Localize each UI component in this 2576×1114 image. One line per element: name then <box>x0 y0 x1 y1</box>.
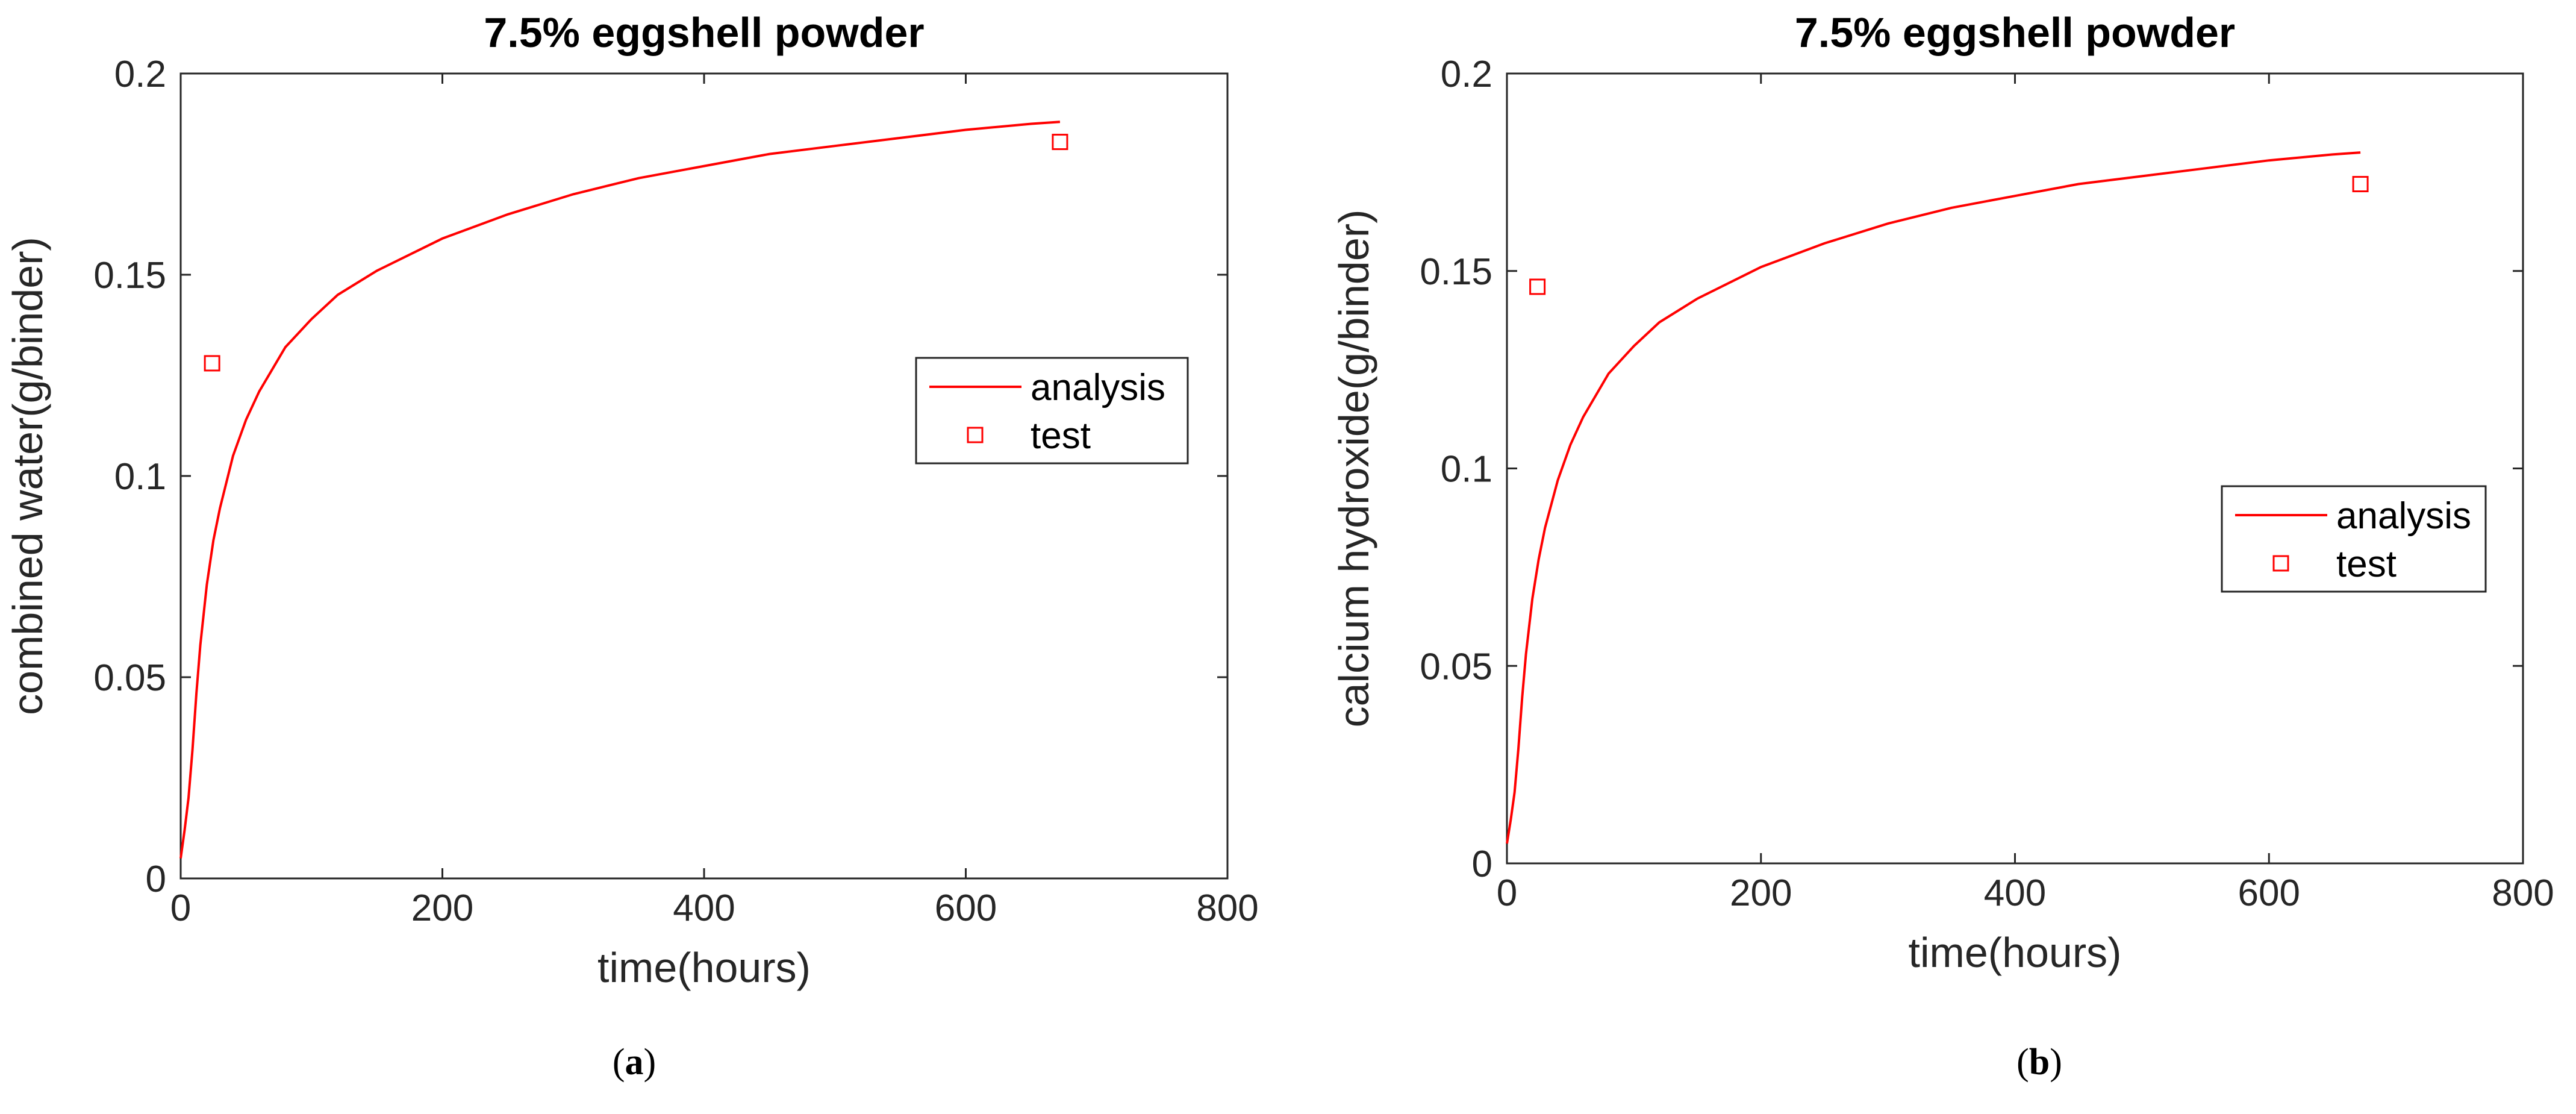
chart-b-title: 7.5% eggshell powder <box>1795 9 2235 56</box>
chart-a-test-point <box>204 355 220 372</box>
chart-b-ytick-label: 0.05 <box>1420 646 1492 687</box>
chart-a-legend-test-label: test <box>1031 415 1091 457</box>
chart-a-series-analysis-line <box>179 120 1061 859</box>
chart-b-series-analysis-line <box>1506 151 2361 844</box>
chart-a-y-axis-label: combined water(g/binder) <box>4 237 51 715</box>
panel-b-caption-letter: b <box>2029 1042 2050 1083</box>
chart-b-xtick-label: 800 <box>2492 872 2554 914</box>
chart-panel-a: 0 200 400 600 800 0 0.05 0.1 0.15 0.2 7.5% eggshel… <box>0 0 1288 1111</box>
chart-b-xtick-label: 0 <box>1497 872 1517 914</box>
chart-b-plot-frame <box>1506 72 2524 865</box>
chart-a-plot-frame <box>179 72 1229 880</box>
chart-b-ytick-label: 0.2 <box>1441 54 1492 95</box>
chart-b-ytick-label: 0.15 <box>1420 251 1492 293</box>
chart-b-xtick-label: 200 <box>1730 872 1792 914</box>
chart-a-ytick-label: 0.2 <box>114 54 166 95</box>
chart-a-test-point <box>1052 134 1068 151</box>
chart-a-ytick-label: 0.1 <box>114 456 166 498</box>
chart-a-x-axis-label: time(hours) <box>597 944 811 991</box>
chart-a-xtick-label: 600 <box>935 887 997 929</box>
chart-a-xtick-label: 400 <box>673 887 735 929</box>
chart-a-ytick-label: 0 <box>146 859 166 900</box>
chart-a-xtick-label: 0 <box>170 887 191 929</box>
chart-b-legend-analysis-label: analysis <box>2336 495 2471 537</box>
chart-b-xtick-label: 600 <box>2238 872 2300 914</box>
chart-b-ytick-label: 0 <box>1472 843 1492 885</box>
chart-b-test-point <box>1529 278 1546 295</box>
chart-b-legend-box <box>2221 485 2487 593</box>
chart-b-xtick-label: 400 <box>1984 872 2046 914</box>
chart-b-x-axis-label: time(hours) <box>1909 929 2122 976</box>
chart-a-ytick-label: 0.05 <box>93 657 166 699</box>
chart-b-y-axis-label: calcium hydroxide(g/binder) <box>1330 210 1377 728</box>
chart-panel-b: 0 200 400 600 800 0 0.05 0.1 0.15 0.2 7.5% eggshel… <box>1288 0 2576 1111</box>
chart-b-legend-test-swatch <box>2272 555 2289 572</box>
chart-a-legend-test-swatch <box>967 427 984 443</box>
chart-a-ytick-label: 0.15 <box>93 255 166 296</box>
chart-b-ytick-label: 0.1 <box>1441 449 1492 490</box>
panel-a-caption: (a) <box>612 1042 656 1083</box>
chart-a-svg: 0 200 400 600 800 0 0.05 0.1 0.15 0.2 7.5% eggshel… <box>4 9 1259 991</box>
panel-a-caption-letter: a <box>625 1042 644 1083</box>
chart-b-test-point <box>2352 176 2369 193</box>
chart-a-xtick-label: 200 <box>411 887 473 929</box>
chart-a-legend-analysis-label: analysis <box>1031 367 1165 408</box>
panel-b-caption: (b) <box>2016 1042 2062 1083</box>
chart-a-title: 7.5% eggshell powder <box>484 9 924 56</box>
chart-b-svg: 0 200 400 600 800 0 0.05 0.1 0.15 0.2 7.5% eggshel… <box>1330 9 2554 976</box>
chart-a-xtick-label: 800 <box>1196 887 1258 929</box>
chart-a-legend-box <box>915 357 1189 465</box>
chart-b-legend-test-label: test <box>2336 543 2397 585</box>
